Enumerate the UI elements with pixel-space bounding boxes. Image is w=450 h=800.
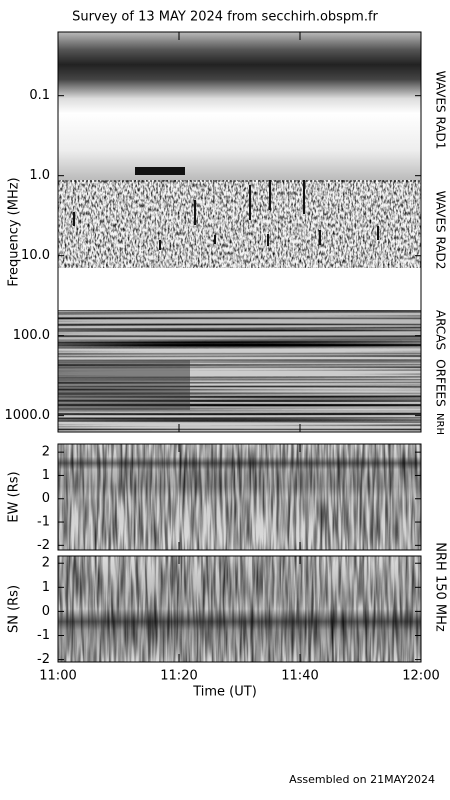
y-tick-label: 2 — [42, 556, 50, 571]
y-tick-label: 0 — [42, 491, 50, 506]
y-tick-label: 1 — [42, 580, 50, 595]
x-axis-label: Time (UT) — [192, 685, 257, 700]
y-tick-label: 1 — [42, 468, 50, 483]
page-title: Survey of 13 MAY 2024 from secchirh.obsp… — [72, 10, 378, 25]
plot-frame — [57, 31, 422, 433]
y-tick-label: 0 — [42, 604, 50, 619]
y-tick-label: -2 — [37, 652, 50, 667]
footer: Assembled on 21MAY2024 — [289, 773, 435, 786]
x-tick-label: 11:20 — [160, 669, 197, 684]
spectrogram-image — [58, 32, 421, 432]
y-axis-label: SN (Rs) — [7, 585, 22, 633]
y-tick-label: 1000.0 — [5, 408, 51, 423]
instrument-label: ARCAS — [434, 310, 448, 350]
y-tick-label: 10.0 — [21, 248, 50, 263]
instrument-label: WAVES RAD1 — [434, 71, 448, 150]
y-tick-label: 2 — [42, 445, 50, 460]
y-tick-label: -1 — [37, 515, 50, 530]
instrument-label: WAVES RAD2 — [434, 191, 448, 270]
y-tick-label: 1.0 — [29, 168, 50, 183]
x-tick-label: 11:00 — [39, 669, 76, 684]
instrument-label: NRH — [434, 413, 445, 435]
y-tick-label: -2 — [37, 538, 50, 553]
nrh-ew-image — [58, 444, 421, 550]
x-tick-label: 12:00 — [402, 669, 439, 684]
x-tick-label: 11:40 — [281, 669, 318, 684]
y-tick-label: 100.0 — [13, 328, 50, 343]
plot-frame — [57, 555, 422, 663]
y-axis-label: Frequency (MHz) — [7, 177, 22, 286]
instrument-label: ORFEES — [434, 359, 448, 406]
y-tick-label: -1 — [37, 628, 50, 643]
instrument-label: NRH 150 MHz — [433, 542, 448, 632]
y-tick-label: 0.1 — [29, 88, 50, 103]
nrh-sn-image — [58, 556, 421, 662]
y-axis-label: EW (Rs) — [7, 471, 22, 522]
plot-frame — [57, 443, 422, 551]
